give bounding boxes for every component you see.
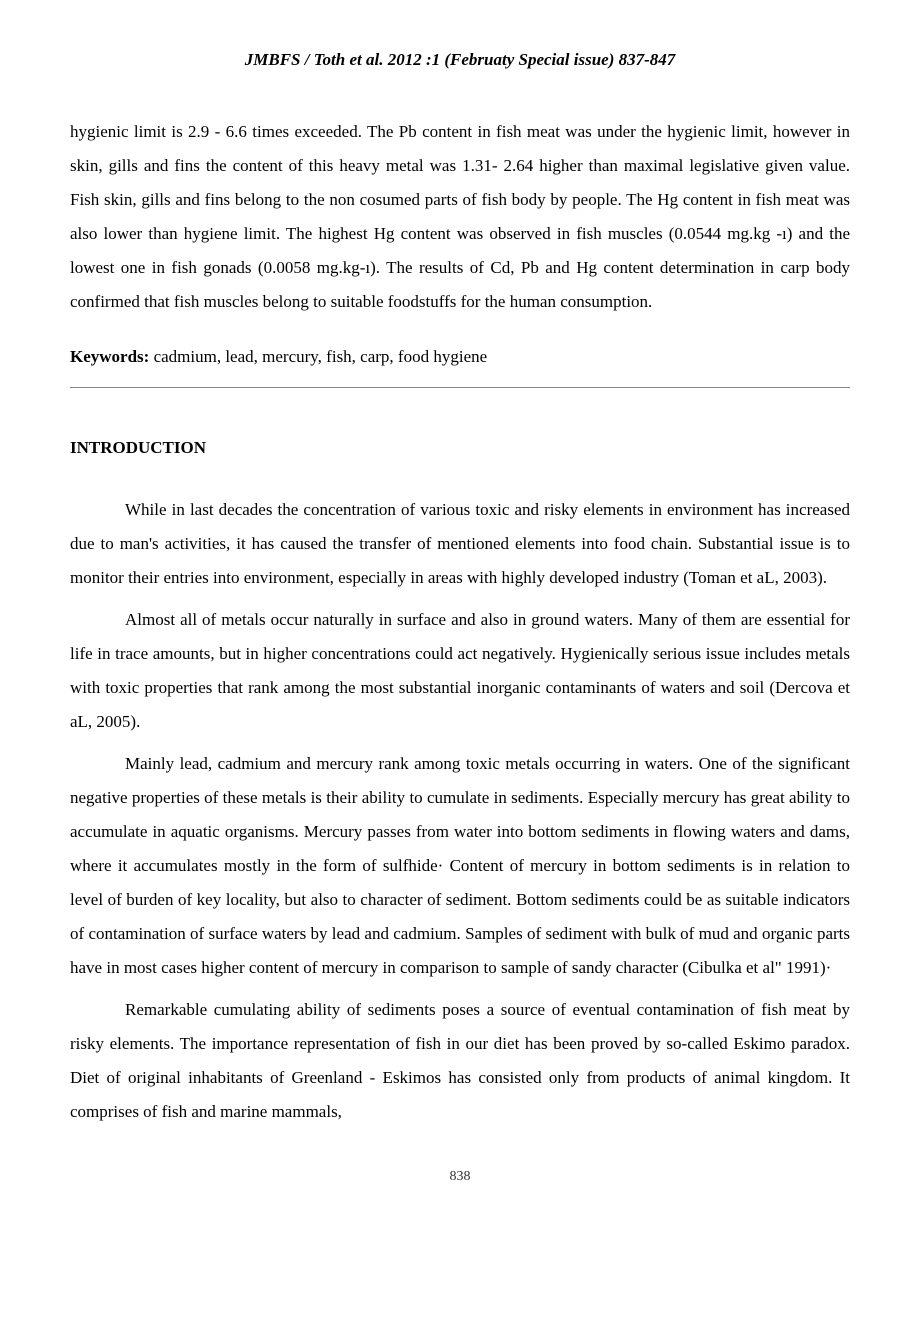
keywords-label: Keywords: [70, 347, 149, 366]
journal-title: JMBFS / Toth et al. 2012 :1 (Februaty Sp… [245, 50, 676, 69]
body-paragraph: Almost all of metals occur naturally in … [70, 603, 850, 739]
body-paragraph: Remarkable cumulating ability of sedimen… [70, 993, 850, 1129]
page-number: 838 [70, 1169, 850, 1185]
body-paragraph: While in last decades the concentration … [70, 493, 850, 595]
body-paragraph: Mainly lead, cadmium and mercury rank am… [70, 747, 850, 985]
section-heading: INTRODUCTION [70, 438, 850, 458]
keywords-text: cadmium, lead, mercury, fish, carp, food… [149, 347, 487, 366]
section-divider [70, 387, 850, 388]
abstract-paragraph: hygienic limit is 2.9 - 6.6 times exceed… [70, 115, 850, 319]
keywords-line: Keywords: cadmium, lead, mercury, fish, … [70, 347, 850, 367]
journal-header: JMBFS / Toth et al. 2012 :1 (Februaty Sp… [70, 50, 850, 70]
